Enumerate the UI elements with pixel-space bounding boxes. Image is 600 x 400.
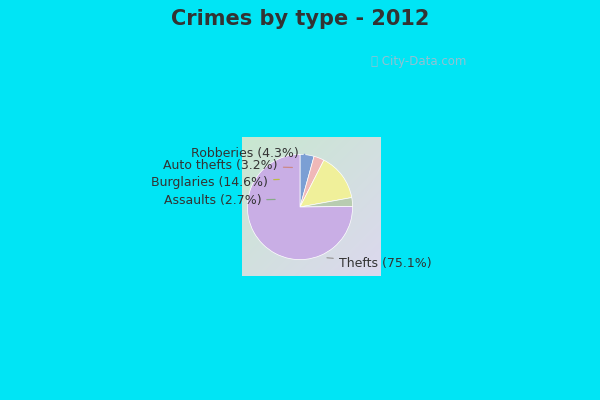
Wedge shape (300, 160, 352, 207)
Text: Crimes by type - 2012: Crimes by type - 2012 (171, 9, 429, 29)
Text: ⓘ City-Data.com: ⓘ City-Data.com (371, 55, 466, 68)
Wedge shape (247, 154, 353, 260)
Wedge shape (300, 198, 353, 207)
Text: Robberies (4.3%): Robberies (4.3%) (191, 147, 305, 160)
Wedge shape (300, 156, 324, 207)
Text: Assaults (2.7%): Assaults (2.7%) (164, 194, 275, 207)
Wedge shape (300, 154, 314, 207)
Text: Thefts (75.1%): Thefts (75.1%) (327, 256, 431, 270)
Text: Auto thefts (3.2%): Auto thefts (3.2%) (163, 159, 292, 172)
Text: Burglaries (14.6%): Burglaries (14.6%) (151, 176, 279, 188)
